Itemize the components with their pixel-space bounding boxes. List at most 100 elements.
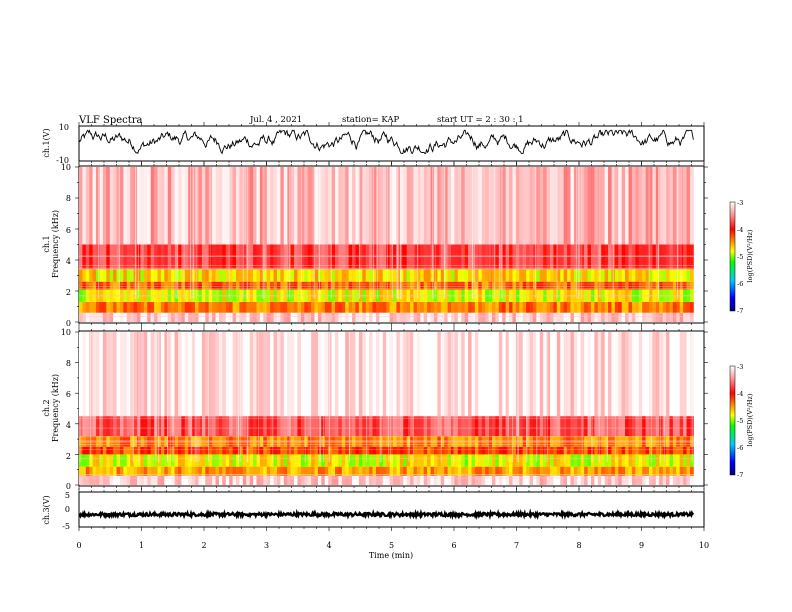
spectrogram-streak [177, 167, 179, 299]
spectrogram-cell [454, 446, 459, 455]
spectrogram-cell [669, 167, 674, 245]
spectrogram-cell [529, 167, 534, 245]
spectrogram-cell [461, 269, 466, 282]
spectrogram-cell [375, 475, 380, 485]
spectrogram-cell [358, 466, 363, 476]
spectrogram-cell [99, 416, 104, 437]
spectrogram-cell [137, 332, 141, 417]
spectrogram-cell [314, 454, 319, 467]
spectrogram-cell [567, 269, 571, 282]
spectrogram-cell [492, 475, 496, 485]
spectrogram-cell [201, 167, 206, 245]
spectrogram-cell [82, 269, 87, 282]
spectrogram-cell [102, 301, 107, 313]
spectrogram-cell [263, 475, 268, 485]
spectrogram-cell [99, 446, 104, 455]
spectrogram-cell [447, 167, 452, 245]
spectrogram-cell [266, 446, 271, 455]
spectrogram-cell [369, 269, 373, 282]
spectrogram-cell [427, 332, 431, 417]
spectrogram-cell [362, 446, 367, 455]
spectrogram-cell [222, 301, 227, 313]
spectrogram-cell [396, 281, 401, 290]
spectrogram-cell [324, 454, 329, 467]
spectrogram-cell [143, 446, 148, 455]
spectrogram-cell [573, 475, 578, 485]
spectrogram-cell [457, 332, 462, 417]
spectrogram-cell [137, 416, 141, 437]
spectrogram-cell [659, 475, 664, 485]
ch2-spec-ytick: 10 [61, 328, 71, 337]
spectrogram-cell [597, 332, 602, 417]
spectrogram-cell [331, 446, 336, 455]
spectrogram-cell [635, 301, 640, 313]
spectrogram-cell [683, 167, 687, 245]
spectrogram-cell [304, 332, 309, 417]
spectrogram-cell [430, 446, 435, 455]
spectrogram-cell [314, 332, 319, 417]
spectrogram-cell [573, 416, 578, 437]
spectrogram-cell [567, 332, 571, 417]
spectrogram-cell [150, 301, 155, 313]
spectrogram-cell [126, 416, 131, 437]
spectrogram-cell [113, 167, 117, 245]
spectrogram-cell [79, 301, 83, 313]
spectrogram-cell [536, 332, 541, 417]
spectrogram-cell [174, 301, 179, 313]
spectrogram-cell [625, 416, 629, 437]
spectrogram-cell [345, 475, 350, 485]
spectrogram-cell [413, 312, 418, 322]
spectrogram-cell [485, 312, 489, 322]
spectrogram-cell [259, 454, 264, 467]
spectrogram-cell [522, 454, 527, 467]
spectrogram-cell [474, 446, 479, 455]
spectrogram-cell [464, 332, 469, 417]
spectrogram-cell [526, 466, 530, 476]
spectrogram-cell [119, 312, 124, 322]
spectrogram-cell [109, 416, 114, 437]
spectrogram-cell [543, 332, 547, 417]
spectrogram-cell [488, 281, 493, 290]
spectrogram-cell [628, 312, 633, 322]
spectrogram-cell [457, 475, 462, 485]
spectrogram-cell [495, 446, 500, 455]
spectrogram-cell [526, 281, 530, 290]
spectrogram-cell [413, 269, 418, 282]
spectrogram-cell [195, 466, 199, 476]
spectrogram-cell [662, 446, 667, 455]
spectrogram-cell [689, 475, 694, 485]
spectrogram-streak [691, 332, 693, 463]
spectrogram-cell [580, 269, 585, 282]
spectrogram-cell [621, 269, 626, 282]
spectrogram-cell [232, 475, 237, 485]
spectrogram-cell [222, 454, 227, 467]
spectrogram-cell [311, 446, 315, 455]
spectrogram-cell [492, 281, 496, 290]
spectrogram-cell [225, 475, 230, 485]
spectrogram-cell [652, 466, 657, 476]
spectrogram-cell [369, 446, 373, 455]
spectrogram-streak [286, 167, 288, 299]
spectrogram-cell [611, 312, 616, 322]
spectrogram-cell [478, 332, 483, 417]
spectrogram-streak [132, 332, 134, 463]
spectrogram-cell [307, 167, 312, 245]
spectrogram-cell [160, 446, 165, 455]
spectrogram-streak [137, 167, 139, 299]
spectrogram-cell [352, 332, 356, 417]
spectrogram-cell [427, 312, 431, 322]
spectrogram-cell [334, 301, 339, 313]
spectrogram-cell [423, 332, 428, 417]
spectrogram-cell [672, 416, 677, 437]
spectrogram-cell [652, 332, 657, 417]
spectrogram-streak [396, 167, 398, 299]
spectrogram-cell [79, 167, 83, 245]
spectrogram-cell [403, 416, 408, 437]
spectrogram-cell [386, 269, 390, 282]
spectrogram-cell [389, 446, 394, 455]
spectrogram-cell [263, 269, 268, 282]
spectrogram-cell [420, 332, 425, 417]
spectrogram-cell [488, 301, 493, 313]
spectrogram-cell [389, 416, 394, 437]
spectrogram-cell [215, 332, 220, 417]
